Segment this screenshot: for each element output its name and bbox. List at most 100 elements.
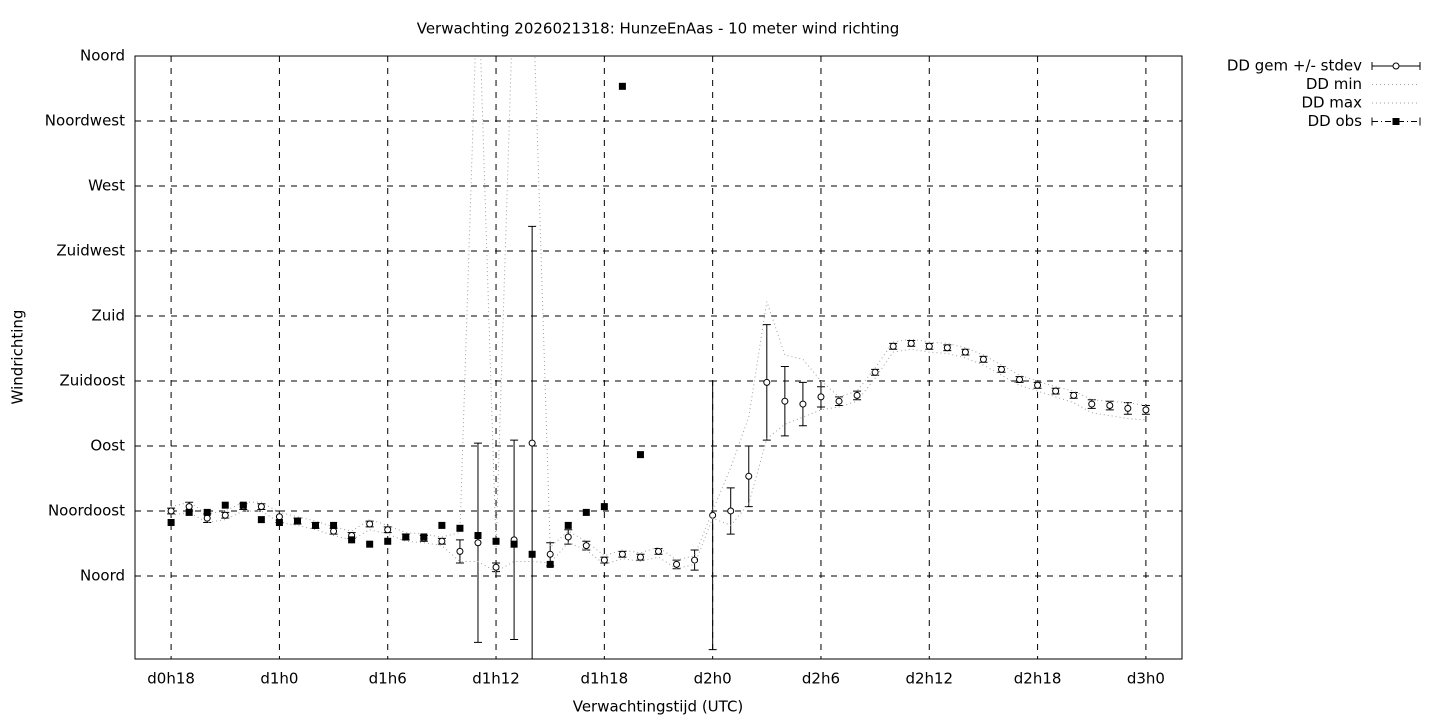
x-tick-label: d1h6 — [369, 670, 407, 688]
mean-point — [564, 533, 572, 541]
obs-point — [402, 533, 410, 541]
obs-point — [348, 536, 356, 544]
mean-point — [943, 344, 951, 352]
y-tick-label: Noord — [80, 566, 125, 584]
obs-point — [564, 521, 572, 529]
obs-point — [546, 560, 554, 568]
y-tick-label: Noordoost — [48, 501, 125, 519]
mean-point — [781, 397, 789, 405]
mean-point — [997, 365, 1005, 373]
x-tick-label: d2h6 — [802, 670, 840, 688]
y-tick-label: Noordwest — [45, 111, 125, 129]
mean-point — [438, 537, 446, 545]
x-tick-label: d2h0 — [694, 670, 732, 688]
mean-point — [817, 393, 825, 401]
mean-point — [961, 348, 969, 356]
mean-point — [221, 511, 229, 519]
obs-point — [366, 540, 374, 548]
obs-point — [492, 537, 500, 545]
mean-point — [1070, 391, 1078, 399]
mean-point — [257, 503, 265, 511]
mean-point — [275, 513, 283, 521]
obs-point — [293, 517, 301, 525]
y-axis-label: Windrichting — [9, 310, 27, 405]
mean-point — [546, 550, 554, 558]
x-tick-label: d1h12 — [472, 670, 520, 688]
y-tick-label: Zuidwest — [56, 241, 125, 259]
legend-label: DD min — [1306, 75, 1362, 93]
obs-point — [528, 550, 536, 558]
range-line — [170, 56, 1146, 561]
mean-point — [979, 355, 987, 363]
legend-label: DD obs — [1308, 112, 1363, 130]
mean-point — [330, 527, 338, 535]
mean-point — [582, 542, 590, 550]
x-tick-label: d1h18 — [581, 670, 629, 688]
mean-point — [655, 547, 662, 555]
x-tick-label: d1h0 — [260, 670, 298, 688]
mean-point — [492, 563, 500, 571]
x-tick-label: d3h0 — [1127, 670, 1165, 688]
mean-point — [456, 547, 464, 555]
mean-point — [871, 368, 879, 376]
mean-point — [727, 507, 735, 515]
chart-title: Verwachting 2026021318: HunzeEnAas - 10 … — [417, 20, 900, 38]
mean-point — [1106, 402, 1114, 410]
obs-point — [618, 82, 626, 90]
mean-point — [835, 397, 843, 405]
obs-point — [510, 540, 518, 548]
legend-swatch — [1392, 118, 1400, 125]
mean-point — [474, 539, 482, 547]
obs-point — [600, 503, 608, 511]
mean-point — [600, 556, 608, 564]
obs-point — [239, 501, 247, 509]
grid — [135, 55, 1182, 659]
obs-point — [636, 451, 644, 459]
x-tick-label: d2h12 — [905, 670, 953, 688]
obs-point — [438, 521, 446, 529]
obs-point — [456, 524, 464, 532]
mean-point — [925, 342, 933, 350]
obs-point — [312, 521, 320, 529]
legend-label: DD gem +/- stdev — [1227, 57, 1362, 75]
x-tick-label: d0h18 — [147, 670, 195, 688]
legend-swatch — [1392, 62, 1400, 70]
obs-point — [330, 521, 338, 529]
y-tick-label: West — [88, 176, 125, 194]
mean-point — [203, 514, 211, 522]
range-line — [171, 348, 1146, 573]
mean-point — [167, 507, 175, 515]
mean-point — [636, 553, 644, 561]
mean-point — [799, 400, 807, 408]
mean-point — [1052, 387, 1060, 395]
obs-point — [185, 508, 193, 516]
obs-point — [384, 537, 392, 545]
mean-point — [673, 560, 681, 568]
obs-point — [203, 508, 211, 516]
plot-area — [167, 56, 1150, 659]
mean-point — [745, 472, 753, 480]
x-axis-label: Verwachtingstijd (UTC) — [573, 698, 744, 716]
y-tick-label: Oost — [90, 436, 125, 454]
mean-point — [1088, 400, 1096, 408]
obs-point — [474, 532, 482, 540]
mean-point — [384, 526, 392, 534]
mean-point — [853, 391, 861, 399]
obs-point — [275, 519, 283, 527]
mean-point — [1142, 406, 1150, 414]
x-tick-label: d2h18 — [1014, 670, 1062, 688]
plot-border — [134, 55, 1183, 660]
obs-point — [167, 519, 175, 527]
mean-point — [763, 378, 771, 386]
y-tick-label: Zuidoost — [59, 371, 125, 389]
mean-point — [1016, 376, 1024, 384]
mean-point — [528, 439, 536, 447]
mean-point — [366, 520, 374, 528]
y-tick-label: Noord — [80, 47, 125, 65]
obs-point — [420, 533, 428, 541]
mean-point — [185, 503, 193, 511]
mean-point — [907, 339, 915, 347]
legend-label: DD max — [1301, 94, 1362, 112]
